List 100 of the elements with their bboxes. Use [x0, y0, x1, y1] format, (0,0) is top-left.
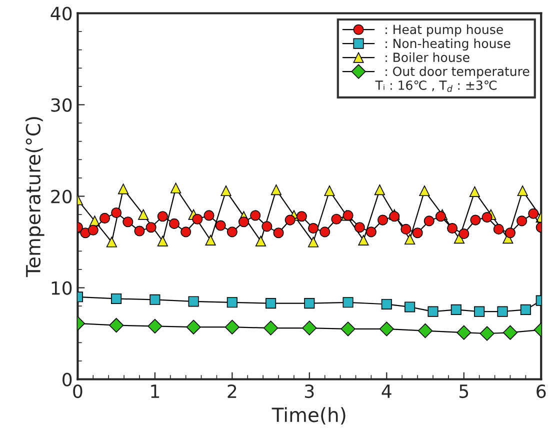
point: [404, 234, 416, 245]
point: [331, 214, 342, 224]
x-tick-label: 2: [228, 384, 236, 398]
point: [418, 323, 433, 338]
point: [497, 306, 508, 317]
point: [106, 236, 117, 248]
point: [302, 320, 317, 336]
point: [88, 224, 98, 236]
point: [480, 326, 494, 341]
point: [324, 185, 335, 196]
point: [378, 214, 388, 226]
point: [188, 296, 199, 307]
point: [493, 224, 504, 234]
point: [224, 320, 240, 334]
x-tick-label: 0: [73, 384, 82, 398]
point: [111, 293, 122, 304]
point: [226, 297, 238, 308]
point: [469, 186, 480, 197]
y-tick-label: 30: [51, 98, 72, 112]
x-tick-label: 5: [460, 384, 468, 398]
point: [482, 212, 492, 223]
point: [157, 211, 168, 222]
point: [205, 234, 216, 246]
point: [419, 185, 430, 196]
point: [424, 216, 434, 226]
point: [450, 304, 462, 315]
point: [447, 222, 458, 234]
point: [456, 325, 472, 340]
point: [150, 294, 160, 305]
point: [474, 306, 485, 317]
point: [379, 322, 394, 336]
point: [517, 185, 528, 196]
point: [516, 216, 528, 226]
x-axis-title: Time(h): [272, 407, 346, 424]
y-axis-title: Temperature(°C): [26, 117, 44, 278]
point: [340, 322, 356, 336]
point: [118, 184, 129, 194]
point: [180, 226, 192, 238]
point: [284, 214, 296, 226]
point: [138, 209, 149, 220]
point: [502, 325, 518, 340]
point: [255, 236, 266, 246]
point: [186, 320, 201, 334]
legend-title: Tᵢ : 16℃ , T$_{d}$ : ±3℃: [375, 80, 497, 92]
point: [374, 184, 385, 196]
point: [428, 306, 438, 317]
point: [192, 214, 203, 224]
point: [146, 222, 156, 233]
point: [308, 222, 319, 234]
point: [296, 211, 307, 222]
point: [250, 210, 261, 221]
x-tick-label: 6: [536, 384, 546, 398]
point: [109, 318, 124, 333]
point: [520, 304, 531, 315]
point: [504, 228, 516, 238]
point: [412, 228, 423, 238]
point: [354, 222, 365, 233]
point: [389, 211, 400, 222]
point: [122, 216, 134, 228]
point: [342, 297, 354, 308]
point: [157, 236, 168, 246]
y-tick-label: 20: [51, 190, 72, 204]
point: [528, 208, 539, 219]
point: [148, 318, 162, 334]
point: [320, 226, 330, 238]
point: [404, 302, 416, 312]
point: [134, 226, 145, 236]
point: [400, 224, 412, 234]
point: [458, 228, 470, 240]
x-tick-label: 3: [305, 384, 314, 398]
point: [435, 211, 446, 222]
point: [273, 228, 284, 238]
point: [226, 226, 238, 238]
point: [99, 212, 110, 224]
x-tick-label: 1: [151, 384, 160, 398]
x-tick-label: 4: [382, 384, 392, 398]
legend-label: : Non-heating house: [386, 38, 510, 51]
point: [358, 234, 369, 246]
point: [304, 298, 315, 309]
point: [170, 182, 182, 194]
point: [308, 236, 319, 248]
point: [204, 210, 214, 221]
point: [264, 320, 278, 336]
point: [215, 220, 226, 231]
y-tick-label: 0: [62, 372, 72, 386]
point: [381, 298, 392, 310]
point: [238, 216, 250, 228]
legend-label: : Heat pump house: [386, 24, 503, 37]
point: [220, 185, 232, 196]
legend-label: : Boiler house: [386, 52, 470, 62]
point: [262, 221, 272, 232]
legend-label: : Out door temperature: [386, 66, 530, 78]
point: [266, 298, 276, 309]
point: [366, 226, 376, 238]
point: [168, 218, 180, 229]
y-tick-label: 10: [52, 281, 72, 295]
point: [270, 184, 282, 196]
point: [111, 207, 122, 218]
y-tick-label: 40: [50, 6, 72, 20]
point: [470, 214, 481, 226]
